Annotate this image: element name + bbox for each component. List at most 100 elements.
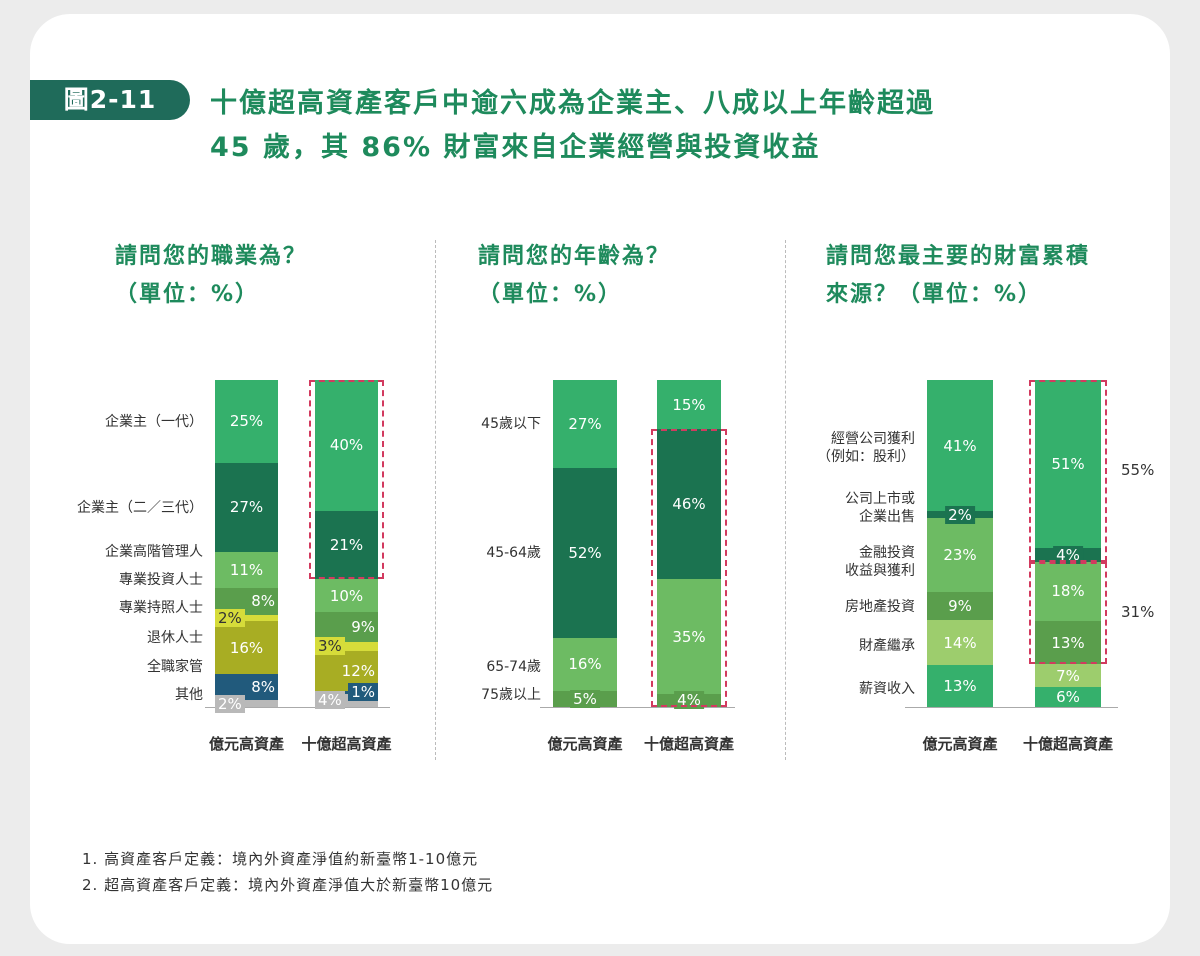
data-label: 4%	[674, 691, 704, 710]
data-label: 7%	[1056, 666, 1080, 685]
category-label: 薪資收入	[859, 680, 915, 698]
bar-segment: 2%	[215, 694, 278, 713]
x-axis	[905, 707, 1118, 708]
data-label: 52%	[568, 544, 602, 563]
category-label-line: 其他	[175, 687, 203, 703]
title-line-2: 45 歲，其 86% 財富來自企業經營與投資收益	[210, 132, 821, 163]
category-label: 財產繼承	[859, 637, 915, 655]
chart1-title: 請問您的職業為？ （單位：%）	[115, 238, 307, 314]
category-label-line: 專業持照人士	[119, 600, 203, 616]
bar-segment: 9%	[927, 591, 993, 621]
figure-badge: 圖2-11	[30, 80, 190, 120]
category-label: 專業持照人士	[119, 599, 203, 617]
category-label-line: 企業高階管理人	[105, 544, 203, 560]
category-label-line: 專業投資人士	[119, 572, 203, 588]
data-label: 8%	[251, 592, 275, 611]
category-label-line: 75歲以上	[481, 687, 541, 703]
data-label: 25%	[229, 412, 264, 431]
highlight-box	[309, 380, 384, 580]
bar-segment: 7%	[1035, 664, 1101, 688]
category-label-line: 全職家管	[147, 659, 203, 675]
category-label-line: 薪資收入	[859, 681, 915, 697]
chart2-title: 請問您的年齡為？ （單位：%）	[478, 238, 670, 314]
x-tick-label: 十億超高資產	[643, 735, 734, 753]
category-label-line: 45歲以下	[481, 416, 541, 432]
category-label: 全職家管	[147, 658, 203, 676]
bar-segment: 46%	[657, 429, 721, 580]
category-label-line: 65-74歲	[486, 659, 541, 675]
bar-segment: 3%	[315, 637, 378, 656]
data-label: 15%	[672, 395, 706, 414]
data-label: 4%	[1053, 546, 1083, 565]
chart2-title-line1: 請問您的年齡為？	[478, 244, 671, 269]
data-label: 16%	[568, 655, 602, 674]
data-label: 13%	[943, 677, 977, 696]
category-label-line: 收益與獲利	[845, 563, 915, 579]
data-label: 18%	[1051, 582, 1085, 601]
bar-segment: 25%	[215, 380, 278, 463]
category-label: 經營公司獲利 （例如：股利）	[817, 430, 915, 466]
data-label: 35%	[672, 627, 706, 646]
data-label: 27%	[568, 415, 602, 434]
category-label: 金融投資收益與獲利	[845, 544, 915, 580]
chart1-title-line1: 請問您的職業為？	[115, 244, 308, 269]
data-label: 27%	[229, 498, 264, 517]
category-label-line: 企業出售	[859, 509, 915, 525]
title-line-1: 十億超高資產客戶中逾六成為企業主、八成以上年齡超過	[210, 88, 935, 119]
x-axis	[205, 707, 390, 708]
bar-segment: 1%	[315, 683, 378, 702]
chart2-title-line2: （單位：%）	[478, 282, 623, 307]
category-label: 公司上市或 企業出售	[845, 490, 915, 526]
data-label: 4%	[315, 691, 345, 710]
bar-segment: 2%	[927, 505, 993, 524]
x-tick-label: 十億超高資產	[301, 735, 392, 753]
data-label: 9%	[948, 597, 972, 615]
bar-segment: 27%	[553, 380, 617, 469]
bar-segment: 16%	[553, 638, 617, 691]
figure-title: 十億超高資產客戶中逾六成為企業主、八成以上年齡超過 45 歲，其 86% 財富來…	[210, 82, 935, 170]
bar-segment: 27%	[215, 462, 278, 552]
bar-segment: 16%	[215, 621, 278, 674]
divider	[435, 240, 436, 760]
category-label-line: 房地產投資	[845, 599, 915, 615]
x-tick-label: 十億超高資產	[1022, 735, 1113, 753]
chart3-title-line2: 來源？（單位：%）	[826, 282, 1043, 307]
category-label-line: 45-64歲	[486, 545, 541, 561]
bar-segment: 13%	[1035, 621, 1101, 665]
category-label-line: （例如：股利）	[817, 449, 915, 465]
data-label: 9%	[351, 617, 375, 636]
data-label: 5%	[570, 689, 600, 708]
bar-segment: 9%	[315, 612, 378, 642]
highlight-label: 55%	[1121, 460, 1155, 479]
category-label: 45-64歲	[486, 544, 541, 562]
category-label-line: 金融投資	[859, 545, 915, 561]
highlight-box	[1029, 380, 1107, 562]
bar-segment: 4%	[1035, 546, 1101, 565]
data-label: 12%	[341, 662, 375, 681]
x-tick-label: 億元高資產	[922, 735, 998, 753]
data-label: 2%	[945, 505, 975, 524]
data-label: 14%	[943, 633, 977, 652]
x-tick-label: 億元高資產	[208, 735, 284, 753]
data-label: 40%	[329, 436, 364, 455]
data-label: 51%	[1051, 455, 1085, 474]
chart3-title: 請問您最主要的財富累積 來源？（單位：%）	[826, 238, 1090, 314]
category-label: 65-74歲	[486, 658, 541, 676]
bar-segment: 40%	[315, 380, 378, 511]
data-label: 46%	[672, 495, 706, 514]
highlight-label: 31%	[1121, 602, 1155, 621]
bar-segment: 4%	[657, 691, 721, 710]
divider	[785, 240, 786, 760]
data-label: 16%	[229, 638, 264, 657]
chart3-title-line1: 請問您最主要的財富累積	[826, 244, 1091, 269]
category-label-line: 企業主（一代）	[105, 414, 203, 430]
note-1: 1. 高資產客戶定義：境內外資產淨值約新臺幣1-10億元	[82, 850, 479, 868]
bar-segment: 10%	[315, 579, 378, 613]
bar-segment: 5%	[553, 689, 617, 708]
x-axis	[540, 707, 735, 708]
category-label: 企業高階管理人	[105, 543, 203, 561]
category-label-line: 經營公司獲利	[831, 431, 915, 447]
bar-segment: 21%	[315, 510, 378, 580]
category-label: 企業主（二／三代）	[77, 499, 203, 517]
data-label: 23%	[943, 545, 977, 564]
